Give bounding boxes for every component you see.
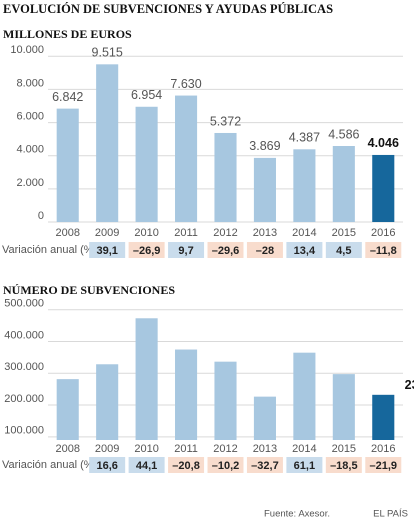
variation-box — [128, 457, 165, 473]
x-tick-label: 2013 — [253, 443, 277, 455]
variation-value: –10,2 — [212, 460, 240, 472]
bar — [135, 106, 158, 222]
bar — [56, 379, 79, 440]
variation-box — [89, 242, 126, 258]
bar — [372, 394, 395, 440]
bar — [372, 154, 395, 222]
x-tick-label: 2008 — [55, 227, 79, 239]
bar — [56, 108, 79, 222]
variation-box — [286, 457, 323, 473]
bar — [175, 349, 198, 440]
bar — [214, 132, 237, 222]
y-tick-label: 0 — [38, 210, 44, 222]
value-label: 232.260 — [405, 378, 414, 392]
y-tick-label: 4.000 — [16, 144, 44, 156]
x-tick-label: 2011 — [174, 227, 198, 239]
x-tick-label: 2010 — [134, 227, 158, 239]
variation-value: 44,1 — [136, 460, 157, 472]
source: Fuente: Axesor. — [264, 509, 330, 520]
variation-value: –28 — [256, 245, 274, 257]
page-title: EVOLUCIÓN DE SUBVENCIONES Y AYUDAS PÚBLI… — [3, 2, 333, 16]
variation-value: 61,1 — [294, 460, 315, 472]
y-tick-label: 6.000 — [16, 110, 44, 122]
x-tick-label: 2015 — [332, 443, 356, 455]
x-tick-label: 2015 — [332, 227, 356, 239]
variation-value: 9,7 — [178, 245, 193, 257]
bar — [96, 364, 119, 440]
value-label: 5.372 — [210, 114, 241, 128]
x-tick-label: 2009 — [95, 443, 119, 455]
bar — [253, 157, 276, 222]
variation-value: –21,9 — [370, 460, 398, 472]
x-tick-label: 2012 — [213, 227, 237, 239]
variation-box — [207, 457, 244, 473]
variation-value: –18,5 — [330, 460, 358, 472]
y-tick-label: 400.000 — [4, 329, 44, 341]
y-tick-label: 10.000 — [10, 44, 44, 56]
bar — [175, 95, 198, 222]
variation-value: –26,9 — [133, 245, 161, 257]
variation-box — [246, 242, 283, 258]
variation-box — [246, 457, 283, 473]
value-label: 7.630 — [170, 77, 201, 91]
bar — [332, 374, 355, 440]
variation-box — [168, 242, 205, 258]
variation-value: 4,5 — [336, 245, 351, 257]
variation-box — [325, 457, 362, 473]
bar — [332, 146, 355, 222]
x-tick-label: 2009 — [95, 227, 119, 239]
x-tick-label: 2014 — [292, 443, 316, 455]
variation-box — [89, 457, 126, 473]
bar — [135, 318, 158, 440]
variation-box — [207, 242, 244, 258]
value-label: 4.387 — [289, 131, 320, 145]
x-tick-label: 2016 — [371, 443, 395, 455]
y-tick-label: 500.000 — [4, 298, 44, 310]
bar — [214, 361, 237, 440]
value-label: 6.954 — [131, 88, 162, 102]
bar — [293, 352, 316, 440]
variation-box — [365, 242, 402, 258]
x-tick-label: 2014 — [292, 227, 316, 239]
variation-value: –11,8 — [370, 245, 397, 257]
value-label: 4.586 — [328, 127, 359, 141]
variation-value: 39,1 — [96, 245, 117, 257]
x-tick-label: 2012 — [213, 443, 237, 455]
value-label: 3.869 — [249, 139, 280, 153]
variation-value: –20,8 — [172, 460, 200, 472]
variation-box — [128, 242, 165, 258]
value-label: 4.046 — [368, 136, 399, 150]
x-tick-label: 2011 — [174, 443, 198, 455]
variation-box — [325, 242, 362, 258]
variation-label: Variación anual (%) — [2, 459, 97, 471]
variation-box — [365, 457, 402, 473]
publisher: EL PAÍS — [373, 509, 408, 520]
x-tick-label: 2013 — [253, 227, 277, 239]
chart-title: MILLONES DE EUROS — [3, 27, 132, 41]
variation-value: –29,6 — [212, 245, 240, 257]
variation-label: Variación anual (%) — [2, 244, 97, 256]
chart-title: NÚMERO DE SUBVENCIONES — [3, 283, 175, 297]
x-tick-label: 2010 — [134, 443, 158, 455]
bar — [96, 64, 119, 222]
variation-value: 16,6 — [96, 460, 117, 472]
y-tick-label: 2.000 — [16, 177, 44, 189]
value-label: 9.515 — [92, 46, 123, 60]
variation-box — [168, 457, 205, 473]
bar — [253, 396, 276, 440]
x-tick-label: 2008 — [55, 443, 79, 455]
value-label: 6.842 — [52, 90, 83, 104]
y-tick-label: 200.000 — [4, 393, 44, 405]
x-tick-label: 2016 — [371, 227, 395, 239]
variation-value: –32,7 — [251, 460, 279, 472]
bar — [293, 149, 316, 222]
y-tick-label: 8.000 — [16, 77, 44, 89]
y-tick-label: 100.000 — [4, 425, 44, 437]
variation-box — [286, 242, 323, 258]
variation-value: 13,4 — [294, 245, 316, 257]
y-tick-label: 300.000 — [4, 361, 44, 373]
